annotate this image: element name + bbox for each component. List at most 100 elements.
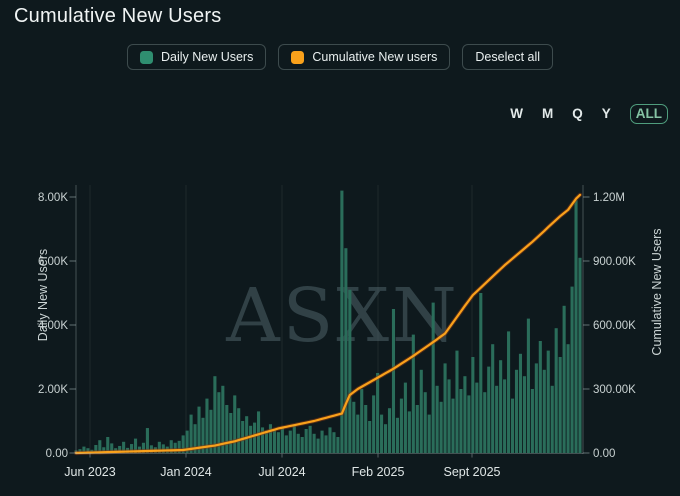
daily-bar[interactable] <box>514 369 519 453</box>
daily-bar[interactable] <box>205 398 209 453</box>
daily-bar[interactable] <box>463 376 467 453</box>
daily-bar[interactable] <box>82 446 86 453</box>
daily-bar[interactable] <box>455 350 459 453</box>
daily-bar[interactable] <box>122 441 126 453</box>
legend-button-daily-new-users[interactable]: Daily New Users <box>126 44 267 70</box>
daily-bar[interactable] <box>360 389 364 453</box>
daily-bar[interactable] <box>245 416 249 453</box>
daily-bar[interactable] <box>554 328 558 453</box>
daily-bar[interactable] <box>268 424 273 453</box>
daily-bar[interactable] <box>495 385 499 453</box>
daily-bar[interactable] <box>491 344 495 453</box>
daily-bar[interactable] <box>550 385 554 453</box>
daily-bar[interactable] <box>487 366 491 453</box>
daily-bar[interactable] <box>570 286 574 453</box>
daily-bar[interactable] <box>380 414 384 453</box>
daily-bar[interactable] <box>233 395 237 453</box>
daily-bar[interactable] <box>352 401 356 453</box>
daily-bar[interactable] <box>332 432 336 453</box>
daily-bar[interactable] <box>356 414 360 453</box>
daily-bar[interactable] <box>300 437 304 453</box>
cumulative-line[interactable] <box>74 193 582 455</box>
daily-bar[interactable] <box>336 437 340 453</box>
daily-bar[interactable] <box>344 248 348 453</box>
daily-bar[interactable] <box>348 289 352 453</box>
daily-bar[interactable] <box>530 389 534 453</box>
daily-bar[interactable] <box>189 414 193 453</box>
daily-bar[interactable] <box>411 334 415 453</box>
daily-bar[interactable] <box>507 331 511 453</box>
daily-bar[interactable] <box>439 401 443 453</box>
daily-bar[interactable] <box>542 369 546 453</box>
daily-bar[interactable] <box>197 406 201 453</box>
daily-bar[interactable] <box>328 427 332 453</box>
daily-bar[interactable] <box>534 363 538 453</box>
daily-bar[interactable] <box>578 257 582 453</box>
daily-bar[interactable] <box>403 382 407 453</box>
daily-bar[interactable] <box>522 376 526 453</box>
daily-bar[interactable] <box>312 433 316 453</box>
daily-bar[interactable] <box>510 398 515 453</box>
deselect-all-button[interactable]: Deselect all <box>462 44 554 70</box>
daily-bar[interactable] <box>221 385 225 453</box>
daily-bar[interactable] <box>518 353 523 453</box>
daily-bar[interactable] <box>106 437 110 453</box>
daily-bar[interactable] <box>225 405 229 453</box>
range-option-quarter[interactable]: Q <box>572 106 583 121</box>
daily-bar[interactable] <box>288 430 292 453</box>
daily-bar[interactable] <box>94 445 98 453</box>
range-option-all[interactable]: ALL <box>629 104 668 124</box>
daily-bar[interactable] <box>213 376 217 453</box>
daily-bar[interactable] <box>574 200 578 453</box>
daily-bar[interactable] <box>193 424 197 453</box>
daily-bar[interactable] <box>407 411 411 453</box>
daily-bar[interactable] <box>376 373 380 453</box>
daily-bar[interactable] <box>566 344 570 453</box>
daily-bar[interactable] <box>209 409 213 453</box>
daily-bar[interactable] <box>260 427 265 453</box>
daily-bar[interactable] <box>443 363 447 453</box>
daily-bar[interactable] <box>98 440 102 453</box>
daily-bar[interactable] <box>157 441 161 453</box>
daily-bar[interactable] <box>276 432 280 453</box>
range-option-month[interactable]: M <box>541 106 554 121</box>
daily-bar[interactable] <box>217 392 221 453</box>
daily-bar[interactable] <box>372 395 376 453</box>
daily-bar[interactable] <box>459 389 463 453</box>
daily-bar[interactable] <box>249 425 253 453</box>
daily-bar[interactable] <box>110 443 114 453</box>
daily-bar[interactable] <box>499 360 503 453</box>
daily-bar[interactable] <box>538 341 542 453</box>
daily-bar[interactable] <box>133 438 138 453</box>
daily-bar[interactable] <box>562 305 566 453</box>
daily-bar[interactable] <box>368 421 372 453</box>
daily-bar[interactable] <box>479 293 483 453</box>
daily-bar[interactable] <box>467 395 471 453</box>
daily-bar[interactable] <box>475 382 479 453</box>
daily-bar[interactable] <box>292 424 296 453</box>
daily-bar[interactable] <box>308 425 312 453</box>
daily-bar[interactable] <box>364 405 368 453</box>
daily-bar[interactable] <box>320 430 324 453</box>
daily-bar[interactable] <box>181 435 185 453</box>
daily-bar[interactable] <box>316 438 320 453</box>
daily-bar[interactable] <box>451 398 455 453</box>
range-option-year[interactable]: Y <box>601 106 611 121</box>
daily-bar[interactable] <box>296 433 300 453</box>
daily-bar[interactable] <box>526 318 530 453</box>
daily-bar[interactable] <box>264 430 269 453</box>
daily-bar[interactable] <box>169 440 173 453</box>
daily-bar[interactable] <box>546 350 550 453</box>
daily-bar[interactable] <box>272 429 276 453</box>
daily-bar[interactable] <box>395 417 399 453</box>
daily-bar[interactable] <box>383 424 388 453</box>
daily-bar[interactable] <box>280 427 284 453</box>
daily-bar[interactable] <box>130 444 134 453</box>
daily-bar[interactable] <box>102 447 106 453</box>
legend-button-cumulative-new-users[interactable]: Cumulative New users <box>278 44 451 70</box>
daily-bar[interactable] <box>340 190 344 453</box>
daily-bar[interactable] <box>435 385 439 453</box>
daily-bar[interactable] <box>558 357 562 453</box>
daily-bar[interactable] <box>419 369 423 453</box>
daily-bar[interactable] <box>387 408 392 453</box>
